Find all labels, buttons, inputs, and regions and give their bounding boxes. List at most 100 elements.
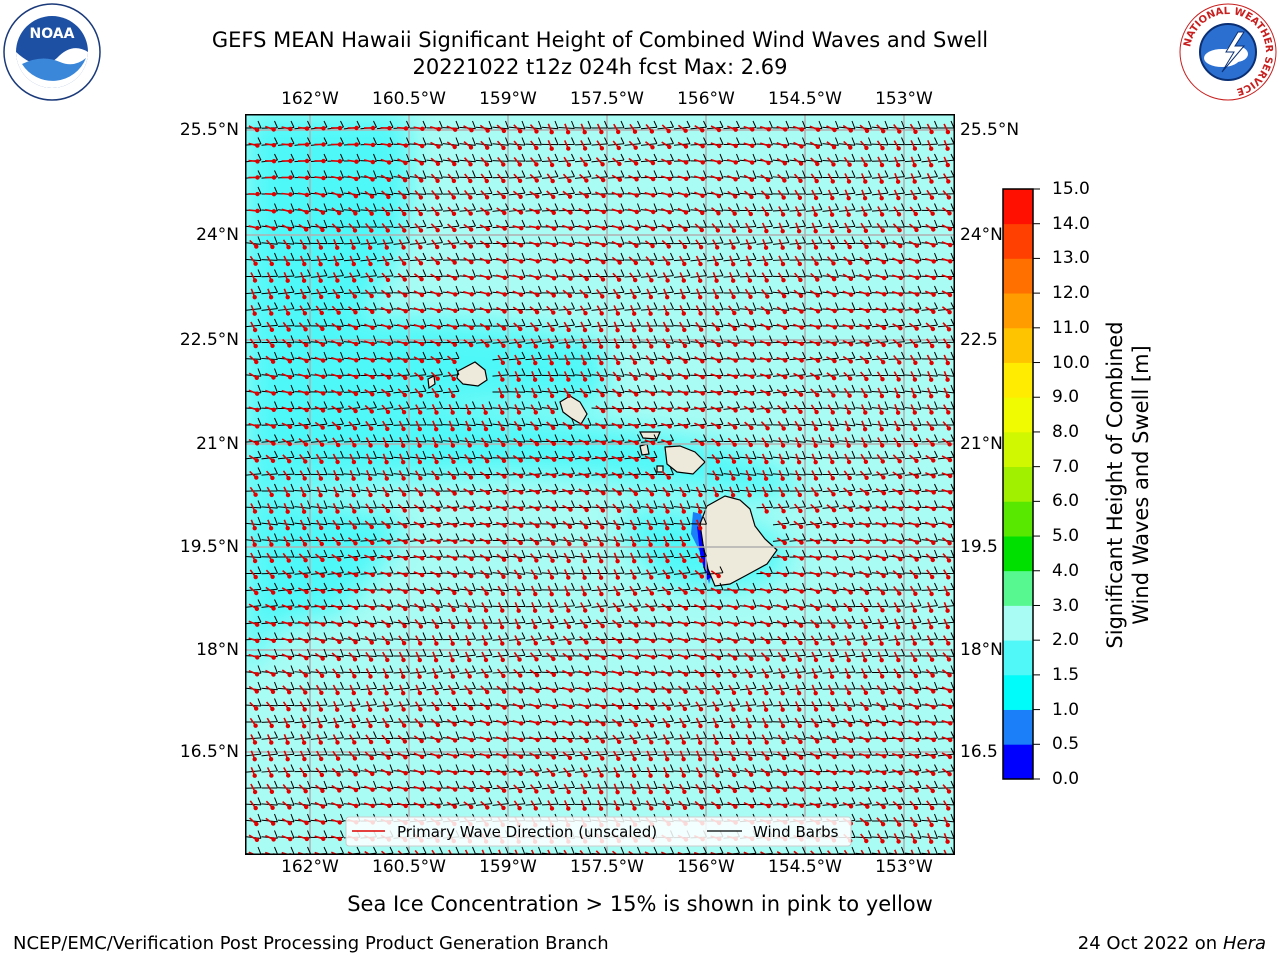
wave-arrow-head <box>898 259 903 265</box>
wave-arrow-head <box>469 721 474 727</box>
wave-arrow-head <box>797 426 803 431</box>
wave-arrow-head <box>799 556 804 561</box>
wave-arrow-head <box>450 657 455 663</box>
wave-arrow-head <box>865 342 870 347</box>
wave-arrow-head <box>337 573 342 578</box>
wave-arrow-head <box>337 193 342 199</box>
wave-arrow-head <box>601 193 606 199</box>
wave-arrow-head <box>616 525 621 530</box>
wave-arrow-head <box>288 192 293 197</box>
wave-arrow-head <box>337 342 342 347</box>
wave-arrow-head <box>302 294 307 300</box>
wave-arrow-head <box>601 226 606 231</box>
wave-arrow-head <box>584 525 589 530</box>
wave-arrow-head <box>270 574 275 579</box>
wave-arrow-head <box>615 559 620 564</box>
wave-arrow-head <box>896 657 901 663</box>
wave-arrow-head <box>321 126 326 131</box>
wave-arrow-head <box>717 374 722 380</box>
wave-arrow-head <box>584 178 589 183</box>
wave-arrow-head <box>782 309 787 315</box>
wave-arrow-head <box>799 358 804 363</box>
wave-arrow-head <box>319 442 325 447</box>
wave-arrow-head <box>352 525 358 530</box>
wave-arrow-head <box>880 377 885 382</box>
wave-arrow-head <box>384 245 390 250</box>
wave-arrow-head <box>337 605 343 611</box>
wave-arrow-head <box>781 426 786 431</box>
wave-arrow-head <box>370 606 375 611</box>
wave-arrow-head <box>815 277 820 282</box>
wave-arrow-head <box>450 641 455 646</box>
wave-arrow-head <box>368 278 374 283</box>
wave-arrow-head <box>337 125 343 131</box>
wave-arrow-head <box>535 292 540 298</box>
wave-arrow-head <box>304 175 310 180</box>
wave-arrow-head <box>435 244 440 250</box>
wave-arrow-head <box>335 459 340 465</box>
wave-arrow-head <box>401 707 406 712</box>
wave-arrow-head <box>549 146 554 151</box>
wave-arrow-head <box>353 572 359 578</box>
wave-arrow-head <box>301 723 307 729</box>
wave-arrow-head <box>929 179 934 184</box>
wave-arrow-head <box>797 212 802 217</box>
wave-arrow-head <box>862 195 868 201</box>
wave-arrow-head <box>502 523 507 528</box>
wave-arrow-head <box>435 491 441 497</box>
wave-arrow-head <box>254 127 260 133</box>
wave-arrow-head <box>863 212 868 217</box>
wave-arrow-head <box>385 211 391 217</box>
wave-arrow-head <box>320 589 326 594</box>
wave-arrow-head <box>846 674 851 679</box>
wave-arrow-head <box>914 458 919 463</box>
wave-arrow-head <box>895 410 901 415</box>
wave-arrow-head <box>865 276 870 281</box>
wave-arrow-head <box>830 228 835 234</box>
wave-arrow-head <box>418 624 424 629</box>
wave-arrow-head <box>846 657 851 663</box>
wave-arrow-head <box>796 690 802 696</box>
wave-arrow-head <box>271 127 276 132</box>
wave-arrow-head <box>352 509 357 514</box>
wave-arrow-head <box>599 360 604 366</box>
wave-arrow-head <box>880 228 885 233</box>
wave-arrow-head <box>848 507 854 512</box>
wave-arrow-head <box>304 142 310 147</box>
wave-arrow-head <box>634 474 639 479</box>
wave-arrow-head <box>731 262 736 267</box>
wave-arrow-head <box>749 656 754 662</box>
wave-arrow-head <box>518 309 523 315</box>
wave-arrow-head <box>551 210 556 216</box>
wave-arrow-head <box>814 261 819 266</box>
wave-arrow-head <box>898 308 903 314</box>
wave-arrow-head <box>750 391 755 396</box>
wave-arrow-head <box>370 375 375 380</box>
wave-arrow-head <box>401 657 406 663</box>
wave-arrow-head <box>252 526 257 531</box>
wave-arrow-head <box>618 688 623 693</box>
wave-arrow-head <box>467 608 473 613</box>
wave-arrow-head <box>386 293 391 298</box>
wave-arrow-head <box>254 672 260 677</box>
wave-arrow-head <box>849 539 854 545</box>
wave-arrow-head <box>318 707 324 712</box>
wave-arrow-head <box>485 145 490 150</box>
wave-arrow-head <box>401 426 406 432</box>
wave-arrow-head <box>931 259 936 264</box>
wave-arrow-head <box>930 442 935 447</box>
wave-arrow-head <box>896 426 901 432</box>
wave-arrow-head <box>486 506 491 512</box>
wave-arrow-head <box>846 212 851 217</box>
wave-arrow-head <box>304 407 309 413</box>
wave-arrow-head <box>434 410 439 415</box>
wave-arrow-head <box>649 360 655 365</box>
wave-arrow-head <box>947 242 953 248</box>
wave-arrow-head <box>568 425 573 430</box>
wave-arrow-head <box>717 407 722 413</box>
wave-arrow-head <box>485 574 490 579</box>
wave-arrow-head <box>599 311 604 316</box>
wave-arrow-head <box>766 374 771 380</box>
wave-arrow-head <box>468 459 473 464</box>
wave-arrow-head <box>733 589 738 594</box>
